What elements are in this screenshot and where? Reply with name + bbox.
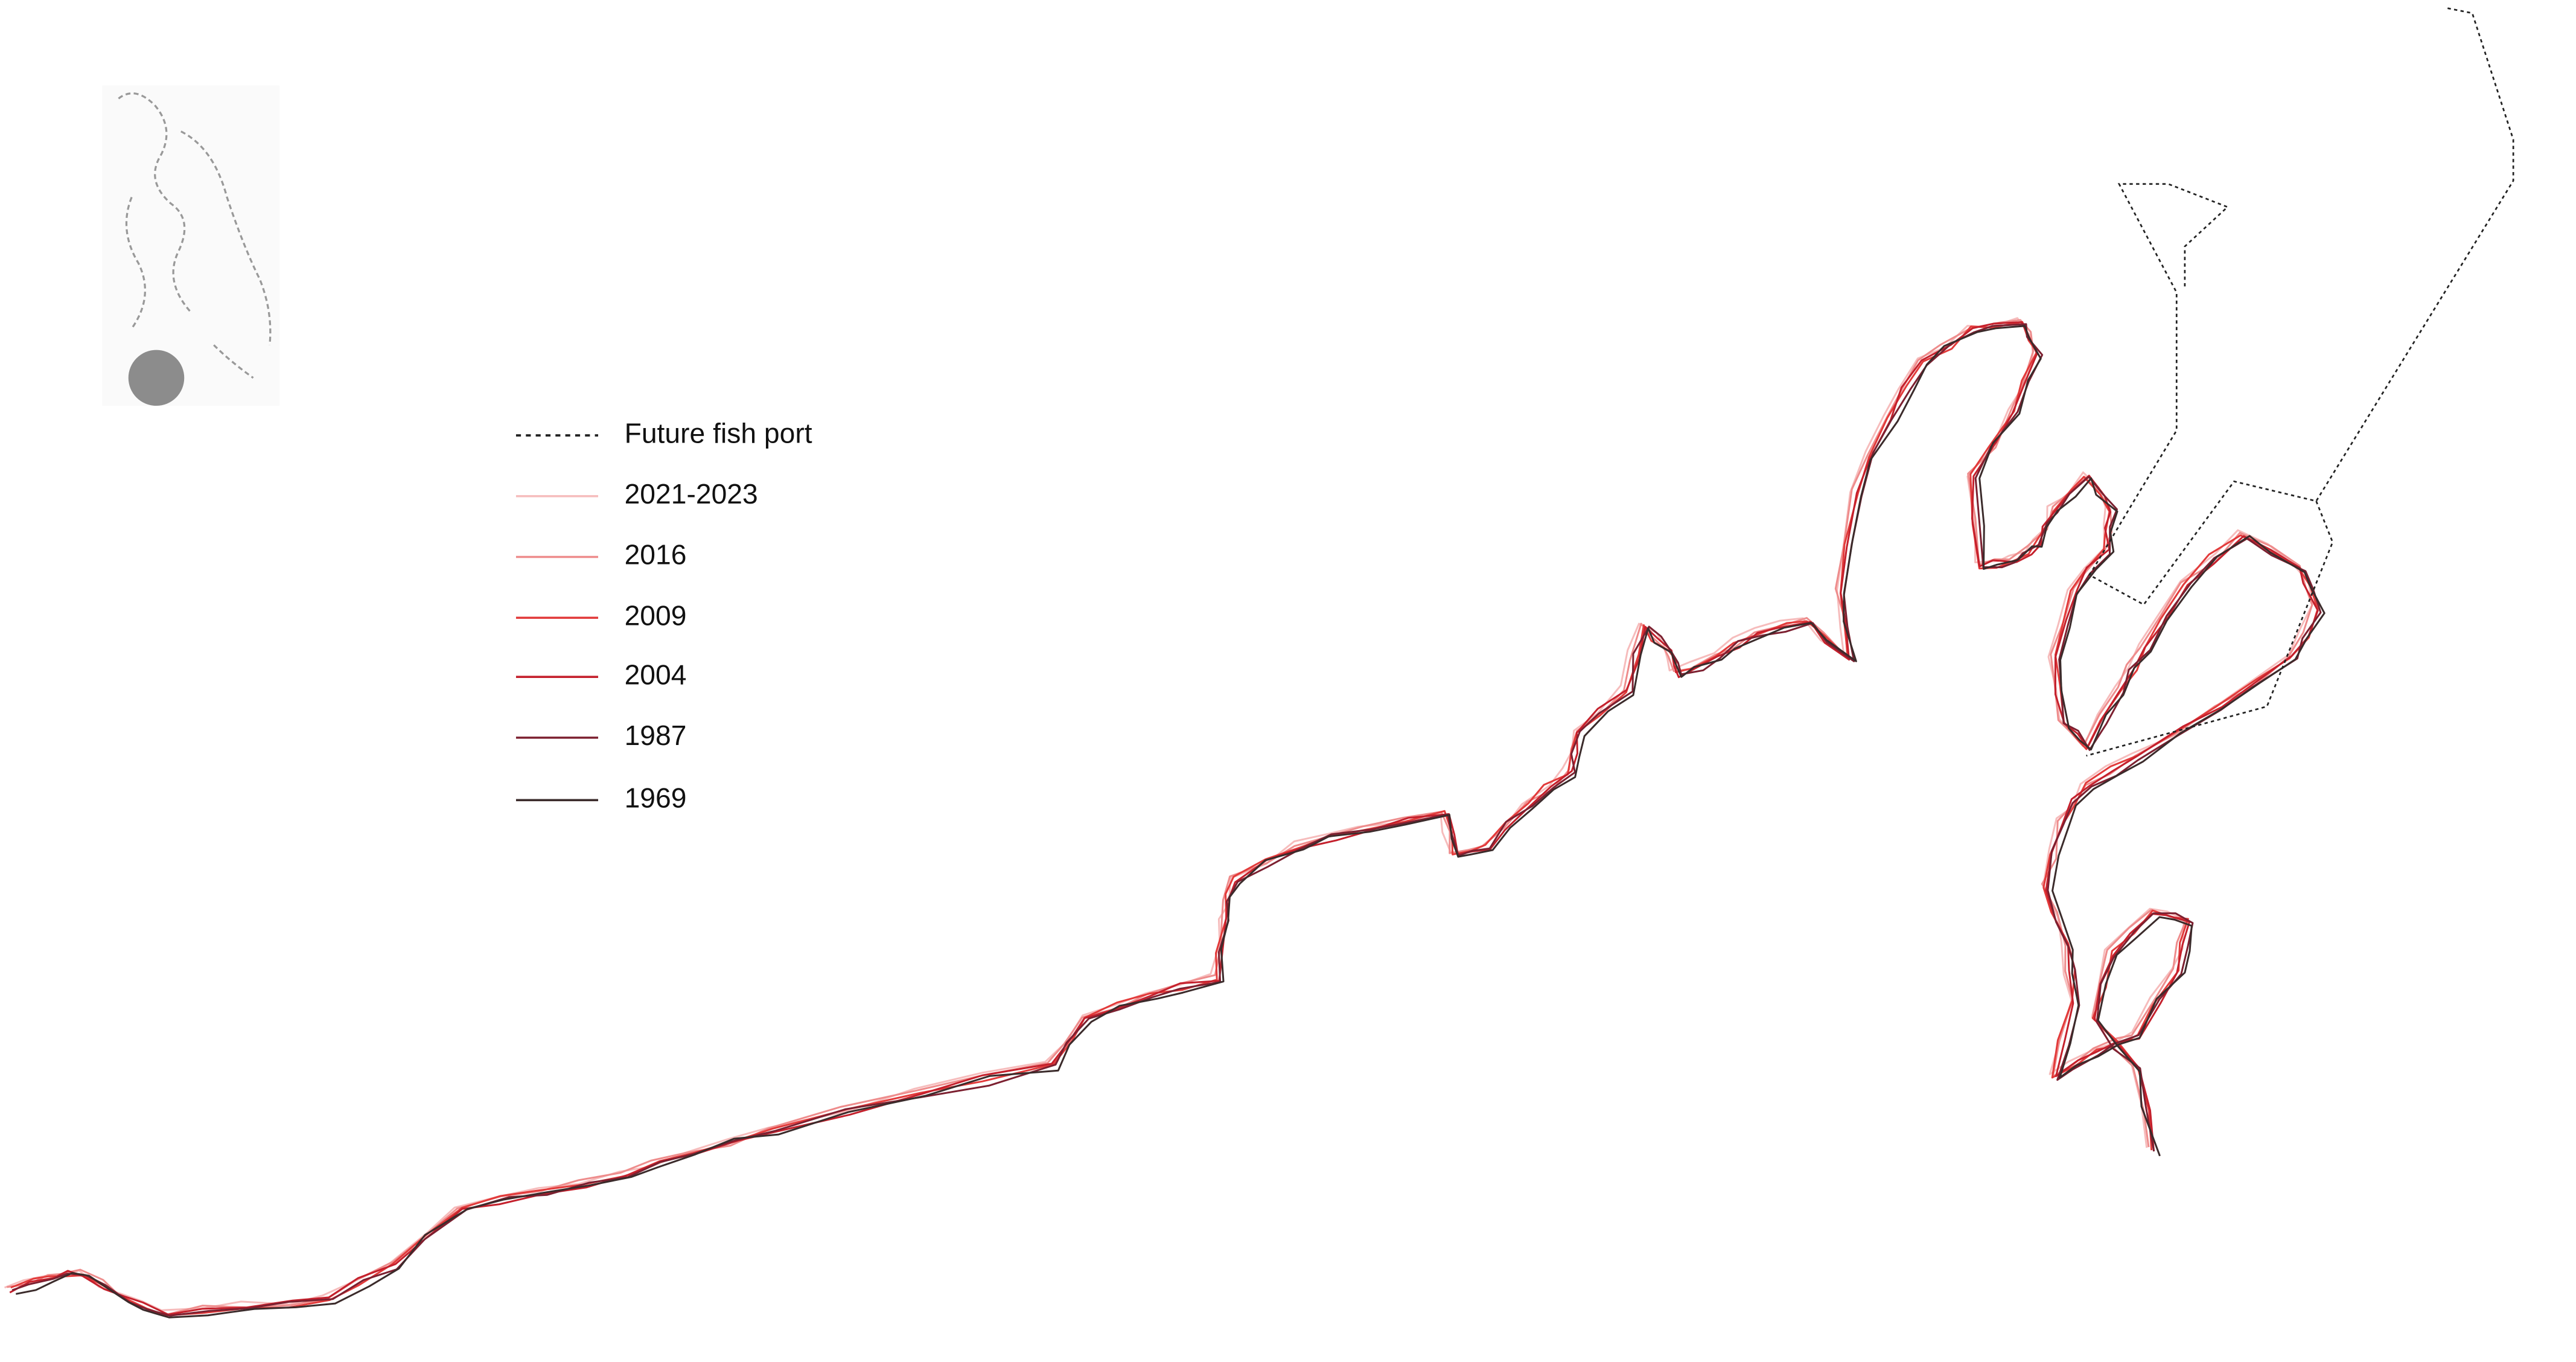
legend-label: 2004 <box>625 659 687 690</box>
inset-locator <box>102 85 280 406</box>
coastline <box>7 319 2313 1316</box>
future-port-outline <box>2088 7 2514 606</box>
legend-label: 1969 <box>625 782 687 814</box>
coastlines <box>4 7 2514 1319</box>
legend-label: 1987 <box>625 720 687 751</box>
coastline <box>4 317 2313 1311</box>
legend-label: 2021-2023 <box>625 478 758 510</box>
inset-focus-circle <box>128 350 185 406</box>
coastline <box>11 323 2322 1317</box>
legend-label: Future fish port <box>625 417 812 449</box>
coastline <box>10 321 2319 1317</box>
future-port-breakwater <box>2086 500 2334 757</box>
inset-coast <box>118 92 272 379</box>
legend-label: 2016 <box>625 539 687 571</box>
legend: Future fish port 2021-2023 2016 2009 2004 198… <box>515 417 812 814</box>
coastline <box>16 325 2326 1319</box>
inset-background <box>102 85 280 406</box>
legend-label: 2009 <box>625 599 687 631</box>
